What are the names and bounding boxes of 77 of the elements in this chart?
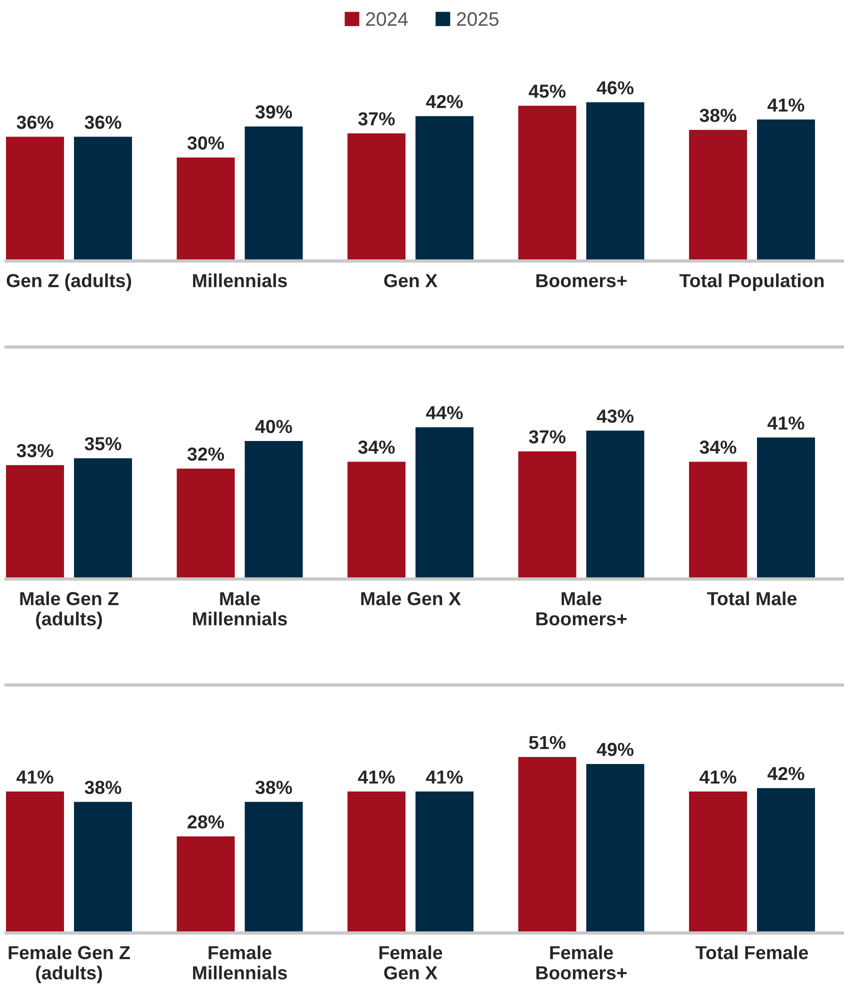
- bar: [416, 792, 474, 933]
- bar: [757, 120, 815, 261]
- bar: [757, 438, 815, 579]
- bar: [6, 792, 64, 933]
- bar: [689, 792, 747, 933]
- bar: [348, 792, 406, 933]
- bar: [586, 102, 644, 261]
- bar: [176, 836, 235, 933]
- bar: [74, 136, 132, 261]
- data-label: 38%: [700, 108, 736, 122]
- bar: [416, 116, 474, 261]
- x-tick-label: Total Population: [679, 274, 824, 291]
- bar: [74, 802, 132, 933]
- x-tick-label: Male Millennials: [193, 592, 287, 626]
- x-tick-label: Male Gen Z (adults): [20, 592, 118, 630]
- data-label: 37%: [358, 112, 395, 126]
- bar: [518, 106, 576, 261]
- x-tick-label: Total Male: [707, 592, 797, 606]
- data-label: 36%: [16, 116, 54, 129]
- data-label: 37%: [528, 430, 566, 444]
- bar: [586, 430, 644, 579]
- data-label: 33%: [16, 444, 54, 458]
- bar: [176, 468, 235, 579]
- data-label: 36%: [84, 116, 122, 129]
- bar: [757, 788, 815, 933]
- bar: [6, 136, 64, 261]
- bar: [689, 130, 747, 261]
- x-tick-label: Millennials: [193, 274, 287, 288]
- bar: [6, 465, 64, 579]
- x-tick-label: Male Gen X: [361, 592, 461, 606]
- data-label: 40%: [255, 420, 292, 434]
- x-tick-label: Gen Z (adults): [6, 274, 132, 291]
- bar: [348, 133, 406, 261]
- data-label: 41%: [700, 770, 736, 784]
- data-label: 41%: [358, 770, 395, 784]
- x-tick-label: Female Boomers+: [536, 946, 627, 980]
- bar: [244, 441, 303, 579]
- legend-label: 2024: [366, 12, 408, 26]
- x-tick-label: Total Female: [696, 946, 808, 960]
- data-label: 39%: [255, 105, 292, 119]
- data-label: 43%: [596, 410, 634, 423]
- data-label: 42%: [768, 766, 804, 780]
- data-label: 41%: [768, 416, 804, 430]
- data-label: 32%: [187, 447, 224, 461]
- bar: [348, 462, 406, 579]
- data-label: 49%: [596, 742, 634, 756]
- x-tick-label: Female Gen X: [379, 946, 442, 980]
- data-label: 45%: [528, 84, 566, 98]
- data-label: 28%: [188, 815, 224, 829]
- bar: [244, 126, 303, 261]
- bar: [176, 158, 235, 261]
- data-label: 34%: [358, 440, 395, 454]
- x-tick-label: Female Gen Z (adults): [8, 946, 130, 984]
- legend-label: 2025: [457, 12, 498, 26]
- bar: [244, 802, 303, 933]
- bar: [586, 764, 644, 933]
- x-tick-label: Boomers+: [536, 274, 627, 288]
- data-label: 41%: [426, 770, 463, 784]
- data-label: 30%: [187, 136, 224, 150]
- data-label: 38%: [84, 780, 122, 794]
- x-tick-label: Male Boomers+: [536, 592, 627, 626]
- bar: [416, 427, 474, 579]
- bar: [74, 458, 132, 579]
- data-label: 42%: [426, 94, 463, 108]
- data-label: 38%: [255, 780, 292, 794]
- data-label: 51%: [529, 736, 566, 750]
- data-label: 44%: [426, 406, 463, 420]
- x-tick-label: Female Millennials: [193, 946, 287, 980]
- data-label: 35%: [84, 437, 122, 450]
- x-tick-label: Gen X: [384, 274, 438, 288]
- bar: [518, 451, 576, 579]
- data-label: 41%: [768, 98, 804, 112]
- data-label: 41%: [16, 770, 54, 784]
- bar: [518, 757, 576, 933]
- data-label: 34%: [700, 440, 736, 454]
- data-label: 46%: [596, 81, 634, 94]
- bar: [689, 462, 747, 579]
